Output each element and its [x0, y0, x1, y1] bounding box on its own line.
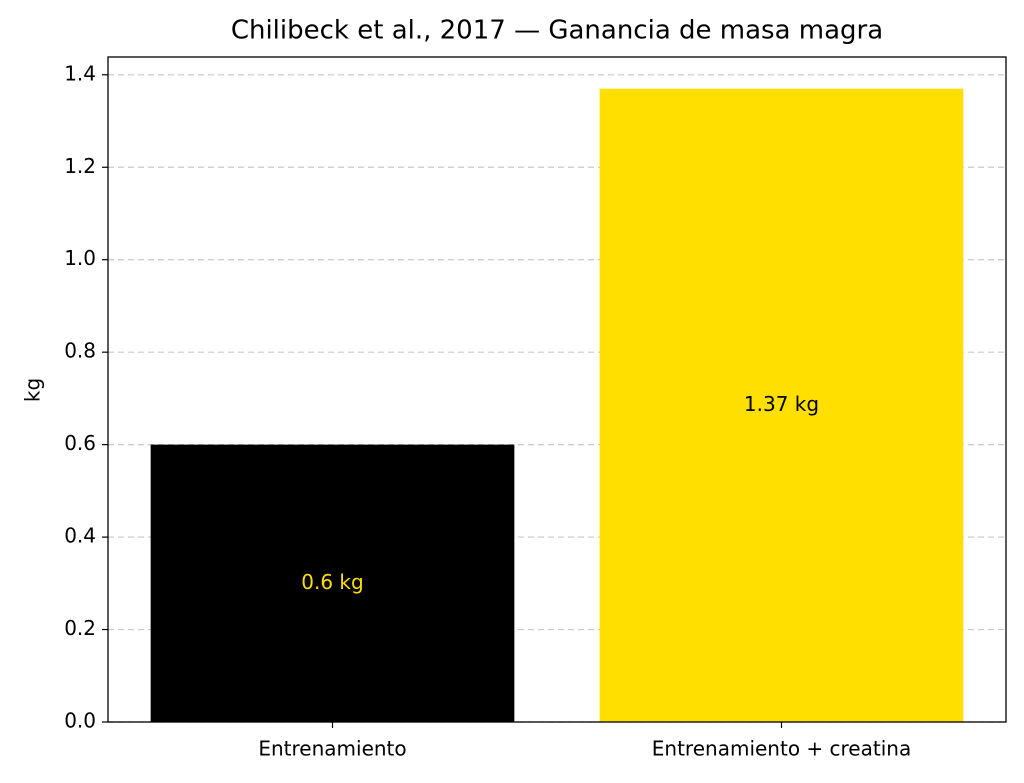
value-label: 1.37 kg [744, 392, 819, 416]
plot-frame [107, 56, 1007, 723]
x-tick-label: Entrenamiento + creatina [652, 737, 911, 761]
y-tick-label: 1.0 [64, 246, 96, 270]
y-tick-label: 0.0 [64, 709, 96, 733]
y-axis-label: kg [21, 378, 45, 402]
y-tick-label: 0.4 [64, 524, 96, 548]
y-tick-label: 1.2 [64, 154, 96, 178]
value-label: 0.6 kg [301, 570, 363, 594]
y-tick-label: 0.8 [64, 339, 96, 363]
chart-title: Chilibeck et al., 2017 — Ganancia de mas… [231, 16, 883, 46]
bar [150, 444, 515, 722]
y-tick-label: 0.6 [64, 431, 96, 455]
y-tick-label: 1.4 [64, 61, 96, 85]
y-tick-label: 0.2 [64, 616, 96, 640]
bar [599, 88, 964, 722]
x-tick-label: Entrenamiento [258, 737, 406, 761]
